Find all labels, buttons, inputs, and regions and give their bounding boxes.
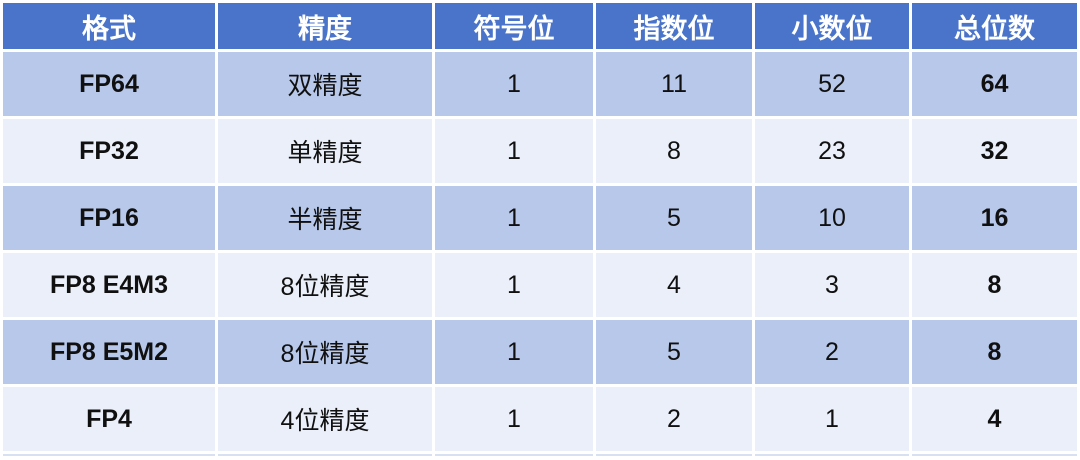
cell-sign-bits: 1 (435, 119, 593, 183)
header-cell-precision: 精度 (218, 3, 432, 49)
cell-format: FP16 (3, 186, 215, 250)
table-bottom-edge (3, 454, 1077, 456)
cell-precision: 4位精度 (218, 387, 432, 451)
cell-sign-bits: 1 (435, 320, 593, 384)
cell-sign-bits: 1 (435, 253, 593, 317)
cell-precision: 8位精度 (218, 253, 432, 317)
cell-exponent-bits: 11 (596, 52, 752, 116)
cell-mantissa-bits: 3 (755, 253, 909, 317)
cell-format: FP8 E5M2 (3, 320, 215, 384)
cell-sign-bits: 1 (435, 52, 593, 116)
header-row: 格式 精度 符号位 指数位 小数位 总位数 (3, 3, 1077, 49)
header-cell-exponent-bits: 指数位 (596, 3, 752, 49)
cell-precision: 半精度 (218, 186, 432, 250)
cell-precision: 单精度 (218, 119, 432, 183)
cell-format: FP32 (3, 119, 215, 183)
cell-mantissa-bits: 10 (755, 186, 909, 250)
cell-mantissa-bits: 2 (755, 320, 909, 384)
cell-total-bits: 64 (912, 52, 1077, 116)
cell-exponent-bits: 8 (596, 119, 752, 183)
cell-sign-bits: 1 (435, 387, 593, 451)
table-row-fp32: FP32 单精度 1 8 23 32 (3, 119, 1077, 183)
header-cell-format: 格式 (3, 3, 215, 49)
cell-precision: 双精度 (218, 52, 432, 116)
cell-precision: 8位精度 (218, 320, 432, 384)
header-cell-mantissa-bits: 小数位 (755, 3, 909, 49)
header-cell-sign-bits: 符号位 (435, 3, 593, 49)
cell-exponent-bits: 5 (596, 320, 752, 384)
table-row-fp4: FP4 4位精度 1 2 1 4 (3, 387, 1077, 451)
cell-format: FP4 (3, 387, 215, 451)
cell-exponent-bits: 4 (596, 253, 752, 317)
cell-mantissa-bits: 52 (755, 52, 909, 116)
cell-total-bits: 16 (912, 186, 1077, 250)
cell-total-bits: 8 (912, 253, 1077, 317)
table-row-fp64: FP64 双精度 1 11 52 64 (3, 52, 1077, 116)
cell-total-bits: 8 (912, 320, 1077, 384)
cell-exponent-bits: 2 (596, 387, 752, 451)
cell-format: FP8 E4M3 (3, 253, 215, 317)
table-row-fp8-e4m3: FP8 E4M3 8位精度 1 4 3 8 (3, 253, 1077, 317)
header-cell-total-bits: 总位数 (912, 3, 1077, 49)
cell-mantissa-bits: 23 (755, 119, 909, 183)
table-row-fp16: FP16 半精度 1 5 10 16 (3, 186, 1077, 250)
table-row-fp8-e5m2: FP8 E5M2 8位精度 1 5 2 8 (3, 320, 1077, 384)
cell-format: FP64 (3, 52, 215, 116)
cell-mantissa-bits: 1 (755, 387, 909, 451)
cell-sign-bits: 1 (435, 186, 593, 250)
cell-total-bits: 32 (912, 119, 1077, 183)
cell-exponent-bits: 5 (596, 186, 752, 250)
cell-total-bits: 4 (912, 387, 1077, 451)
